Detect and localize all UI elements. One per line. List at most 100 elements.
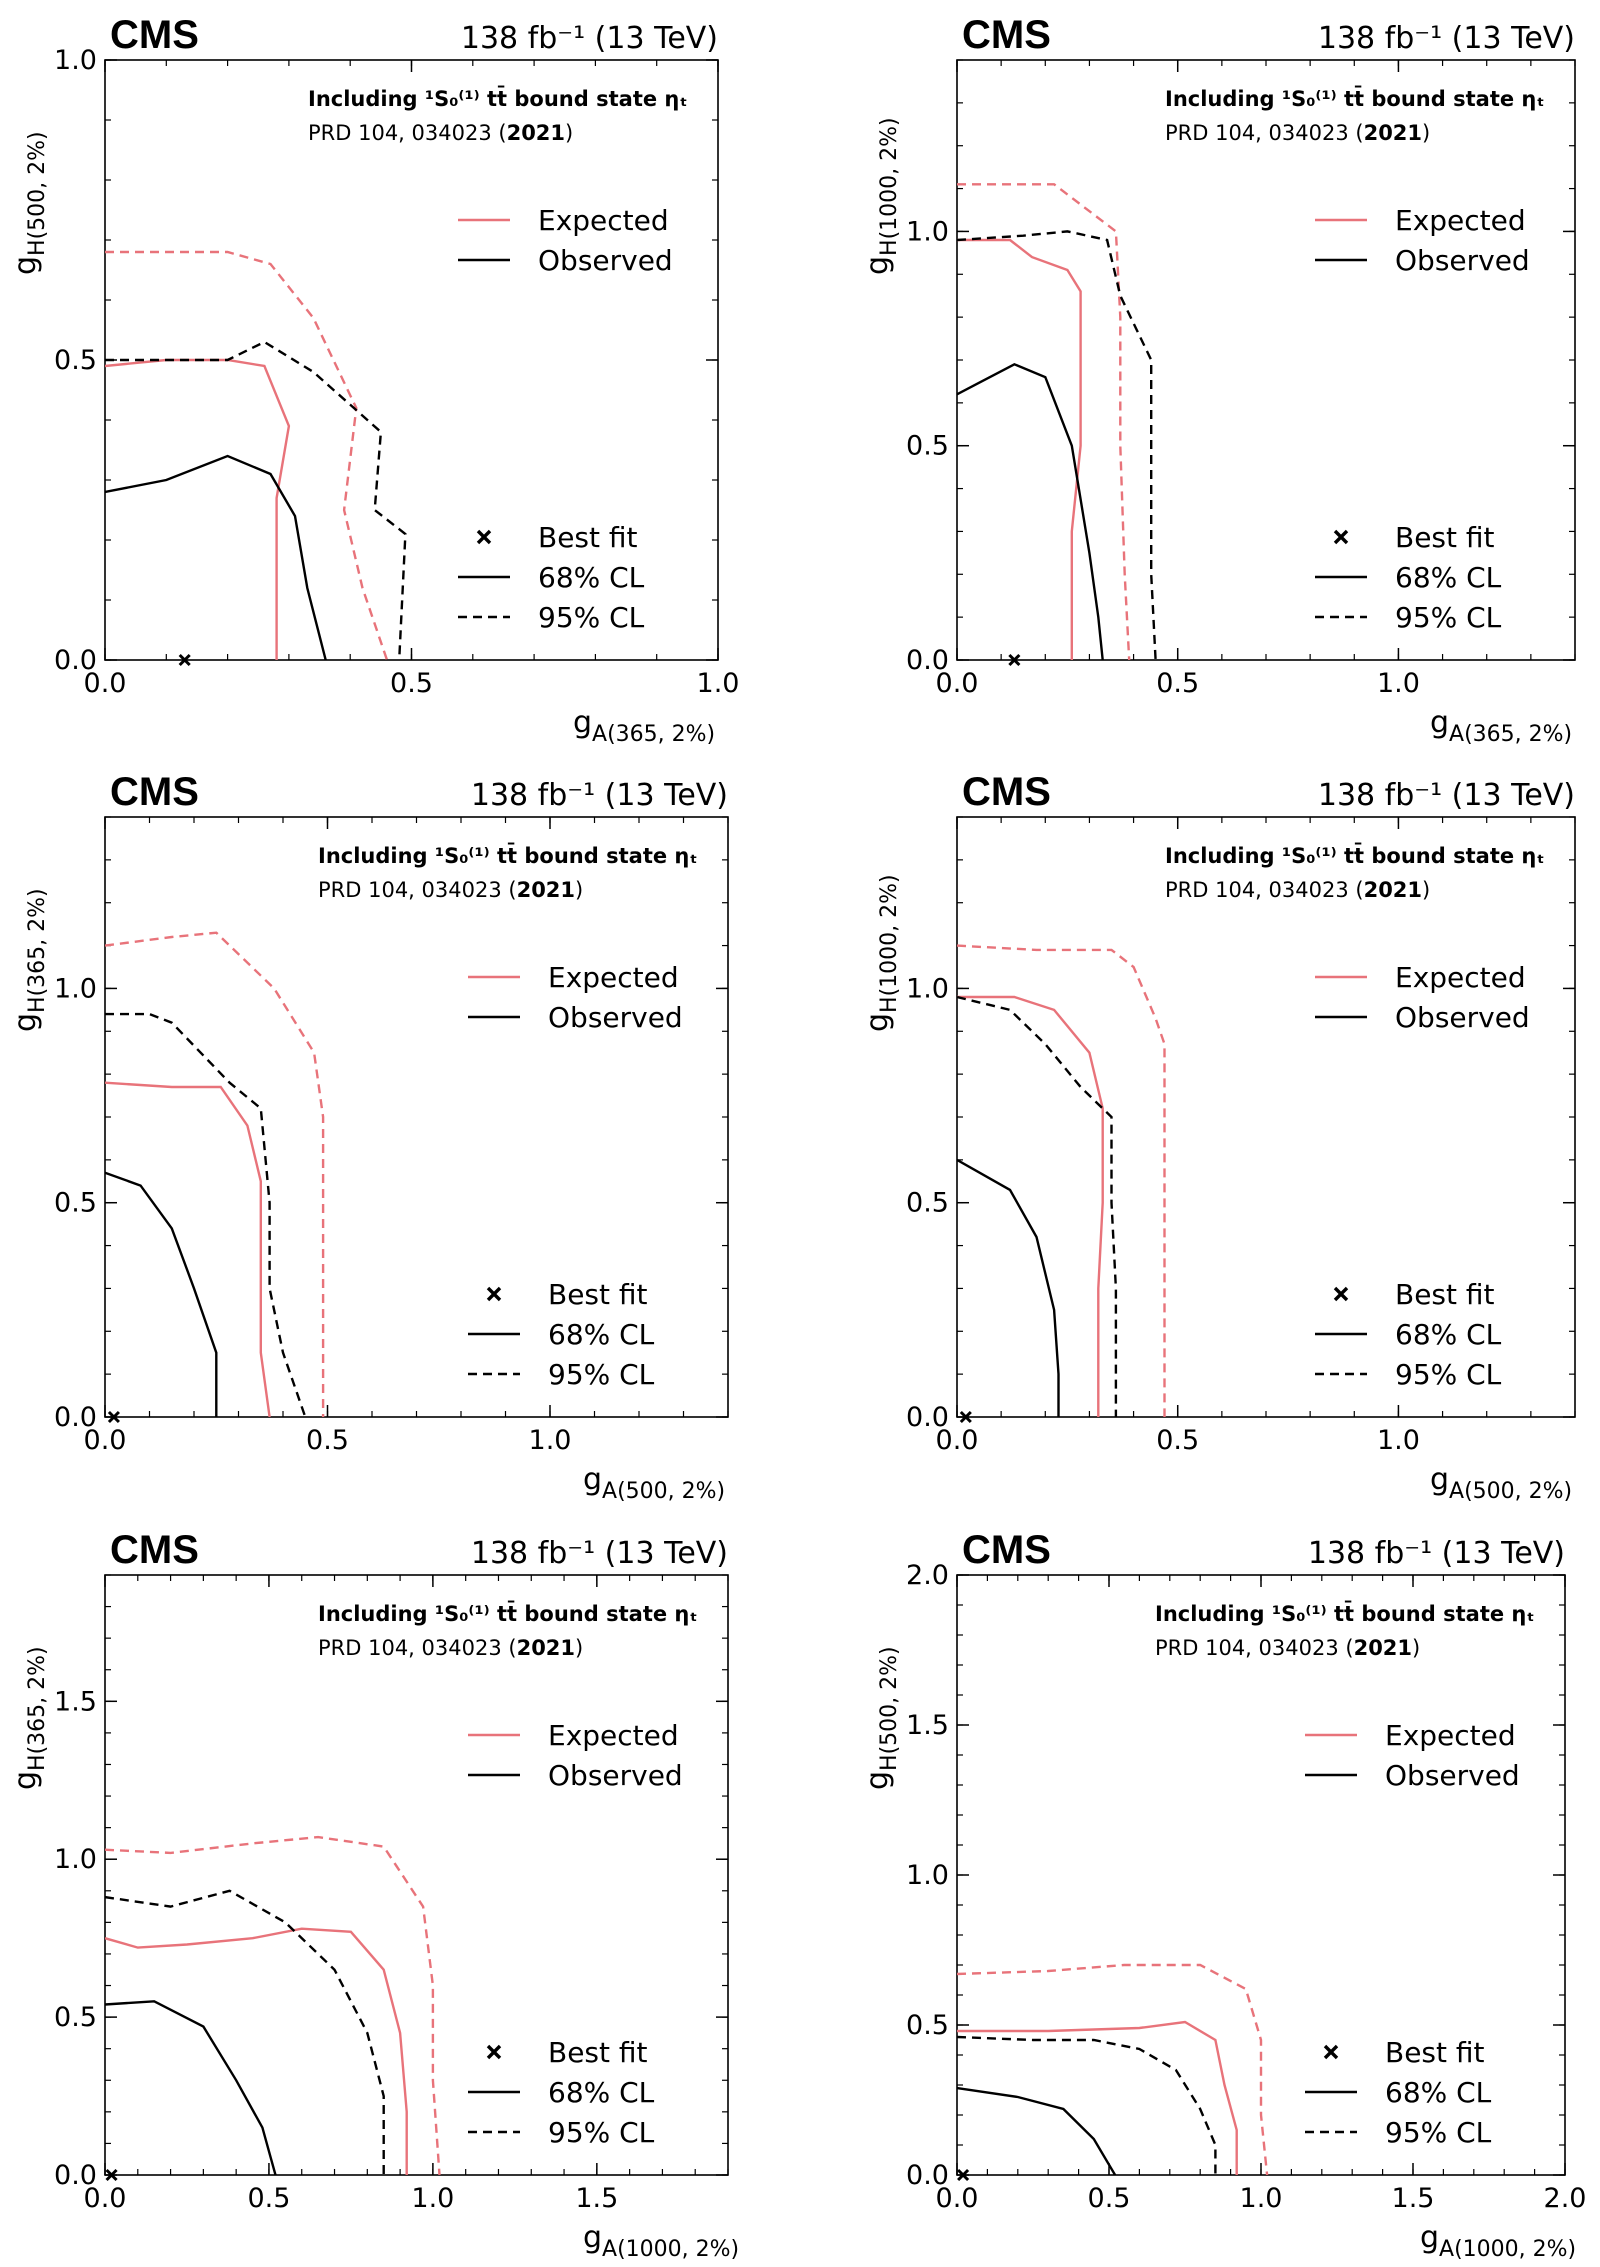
annotation-reference: PRD 104, 034023 (2021) (1165, 878, 1430, 902)
x-tick-label: 1.0 (697, 668, 740, 699)
chart-panel-3: 0.0 0.5 1.0 0.0 0.5 1.0 CMS 138 fb⁻¹ (13 TeV) gA… (8, 770, 729, 1504)
y-tick-label: 0.0 (906, 645, 949, 676)
contour-expected-95 (957, 944, 1166, 1417)
y-tick-label: 0.5 (906, 431, 949, 462)
y-tick-label: 1.5 (906, 1710, 949, 1741)
cms-label: CMS (110, 770, 199, 814)
legend-label-95-cl: 95% CL (1395, 1358, 1502, 1391)
y-tick-label: 1.0 (906, 1860, 949, 1891)
annotation-reference: PRD 104, 034023 (2021) (318, 1636, 583, 1660)
contour-expected-68 (105, 1927, 408, 2175)
best-fit-marker (178, 653, 191, 667)
lumi-label: 138 fb⁻¹ (13 TeV) (471, 1536, 728, 1571)
lumi-label: 138 fb⁻¹ (13 TeV) (1308, 1536, 1565, 1571)
legend-label-expected: Expected (538, 204, 669, 237)
y-tick-label: 0.0 (54, 645, 97, 676)
contour-observed-68 (957, 362, 1104, 660)
legend-label-68-cl: 68% CL (548, 2076, 655, 2109)
x-tick-label: 0.5 (1156, 668, 1199, 699)
plot-frame (104, 1574, 729, 2176)
legend-label-best-fit: Best fit (548, 2036, 648, 2069)
y-axis-label: gH(500, 2%) (860, 1646, 902, 1790)
x-tick-label: 1.5 (1392, 2183, 1435, 2214)
x-tick-label: 0.5 (1088, 2183, 1131, 2214)
annotation-model: Including ¹S₀⁽¹⁾ tt̄ bound state ηₜ (1155, 1601, 1535, 1626)
contour-observed-95 (105, 1889, 385, 2175)
x-tick-label: 1.5 (575, 2183, 618, 2214)
lumi-label: 138 fb⁻¹ (13 TeV) (1318, 21, 1575, 56)
contour-observed-95 (957, 995, 1118, 1417)
x-tick-label: 0.5 (390, 668, 433, 699)
y-tick-label: 0.5 (54, 2002, 97, 2033)
legend-label-68-cl: 68% CL (1395, 1318, 1502, 1351)
x-tick-label: 0.5 (306, 1425, 349, 1456)
y-tick-label: 1.0 (54, 1844, 97, 1875)
x-tick-label: 0.0 (936, 1425, 979, 1456)
legend-label-best-fit: Best fit (1395, 521, 1495, 554)
x-tick-label: 1.0 (529, 1425, 572, 1456)
annotation-model: Including ¹S₀⁽¹⁾ tt̄ bound state ηₜ (308, 86, 688, 111)
legend-label-68-cl: 68% CL (1385, 2076, 1492, 2109)
contours (105, 250, 407, 660)
legend-label-best-fit: Best fit (1395, 1278, 1495, 1311)
legend-label-expected: Expected (548, 961, 679, 994)
legend-label-observed: Observed (548, 1001, 683, 1034)
x-tick-label: 0.0 (936, 668, 979, 699)
contours (957, 183, 1157, 660)
cms-label: CMS (962, 770, 1051, 814)
legend-swatch-best-fit (1323, 2044, 1339, 2060)
legend-swatch-best-fit (476, 529, 492, 545)
contour-observed-95 (105, 1012, 307, 1417)
contour-expected-95 (105, 1835, 441, 2175)
cms-label: CMS (962, 13, 1051, 57)
legend-label-observed: Observed (548, 1759, 683, 1792)
legend-label-expected: Expected (1395, 204, 1526, 237)
annotation-model: Including ¹S₀⁽¹⁾ tt̄ bound state ηₜ (1165, 86, 1545, 111)
chart-panel-4: 0.0 0.5 1.0 0.0 0.5 1.0 CMS 138 fb⁻¹ (13 TeV) gA… (860, 770, 1576, 1504)
legend-swatch-best-fit (1333, 529, 1349, 545)
annotation-reference: PRD 104, 034023 (2021) (318, 878, 583, 902)
best-fit-marker (957, 2168, 970, 2182)
chart-panel-1: 0.0 0.5 1.0 0.0 0.5 1.0 CMS 138 fb⁻¹ (13 TeV) gA… (8, 13, 739, 747)
y-tick-label: 1.0 (54, 45, 97, 76)
x-tick-label: 1.0 (1377, 1425, 1420, 1456)
x-tick-label: 0.0 (84, 2183, 127, 2214)
y-axis-label: gH(365, 2%) (8, 1646, 50, 1790)
legend-label-68-cl: 68% CL (548, 1318, 655, 1351)
chart-panel-6: 0.0 0.5 1.0 1.5 2.0 0.0 0.5 1.0 1.5 2.0 CMS 138 fb⁻… (860, 1528, 1586, 2262)
legend-label-observed: Observed (1395, 1001, 1530, 1034)
y-tick-label: 0.0 (906, 1402, 949, 1433)
legend-label-expected: Expected (1395, 961, 1526, 994)
contour-expected-68 (105, 1081, 271, 1417)
contours (105, 931, 325, 1417)
legend-swatch-best-fit (1333, 1286, 1349, 1302)
y-tick-label: 0.5 (54, 1188, 97, 1219)
contour-expected-68 (105, 358, 291, 660)
chart-panel-5: 0.0 0.5 1.0 1.5 0.0 0.5 1.0 1.5 CMS 138 fb⁻¹ (13 … (8, 1528, 739, 2262)
best-fit-marker (959, 1410, 972, 1424)
y-tick-label: 1.0 (906, 216, 949, 247)
legend-label-best-fit: Best fit (548, 1278, 648, 1311)
legend-label-expected: Expected (548, 1719, 679, 1752)
contour-observed-68 (105, 454, 327, 660)
y-tick-label: 1.0 (906, 973, 949, 1004)
x-tick-label: 0.0 (84, 1425, 127, 1456)
contour-observed-68 (105, 1171, 218, 1417)
contour-observed-95 (105, 340, 407, 660)
x-tick-label: 0.0 (936, 2183, 979, 2214)
legend-label-68-cl: 68% CL (538, 561, 645, 594)
best-fit-marker (105, 2168, 118, 2182)
contour-observed-68 (957, 2086, 1117, 2175)
y-tick-label: 0.0 (54, 2160, 97, 2191)
cms-label: CMS (110, 1528, 199, 1572)
cms-label: CMS (110, 13, 199, 57)
y-tick-label: 1.0 (54, 973, 97, 1004)
legend-label-expected: Expected (1385, 1719, 1516, 1752)
contour-expected-95 (957, 183, 1131, 660)
x-axis-label: gA(1000, 2%) (1420, 2220, 1576, 2262)
legend-label-95-cl: 95% CL (548, 2116, 655, 2149)
legend-swatch-best-fit (486, 1286, 502, 1302)
x-axis-label: gA(500, 2%) (1430, 1462, 1572, 1504)
